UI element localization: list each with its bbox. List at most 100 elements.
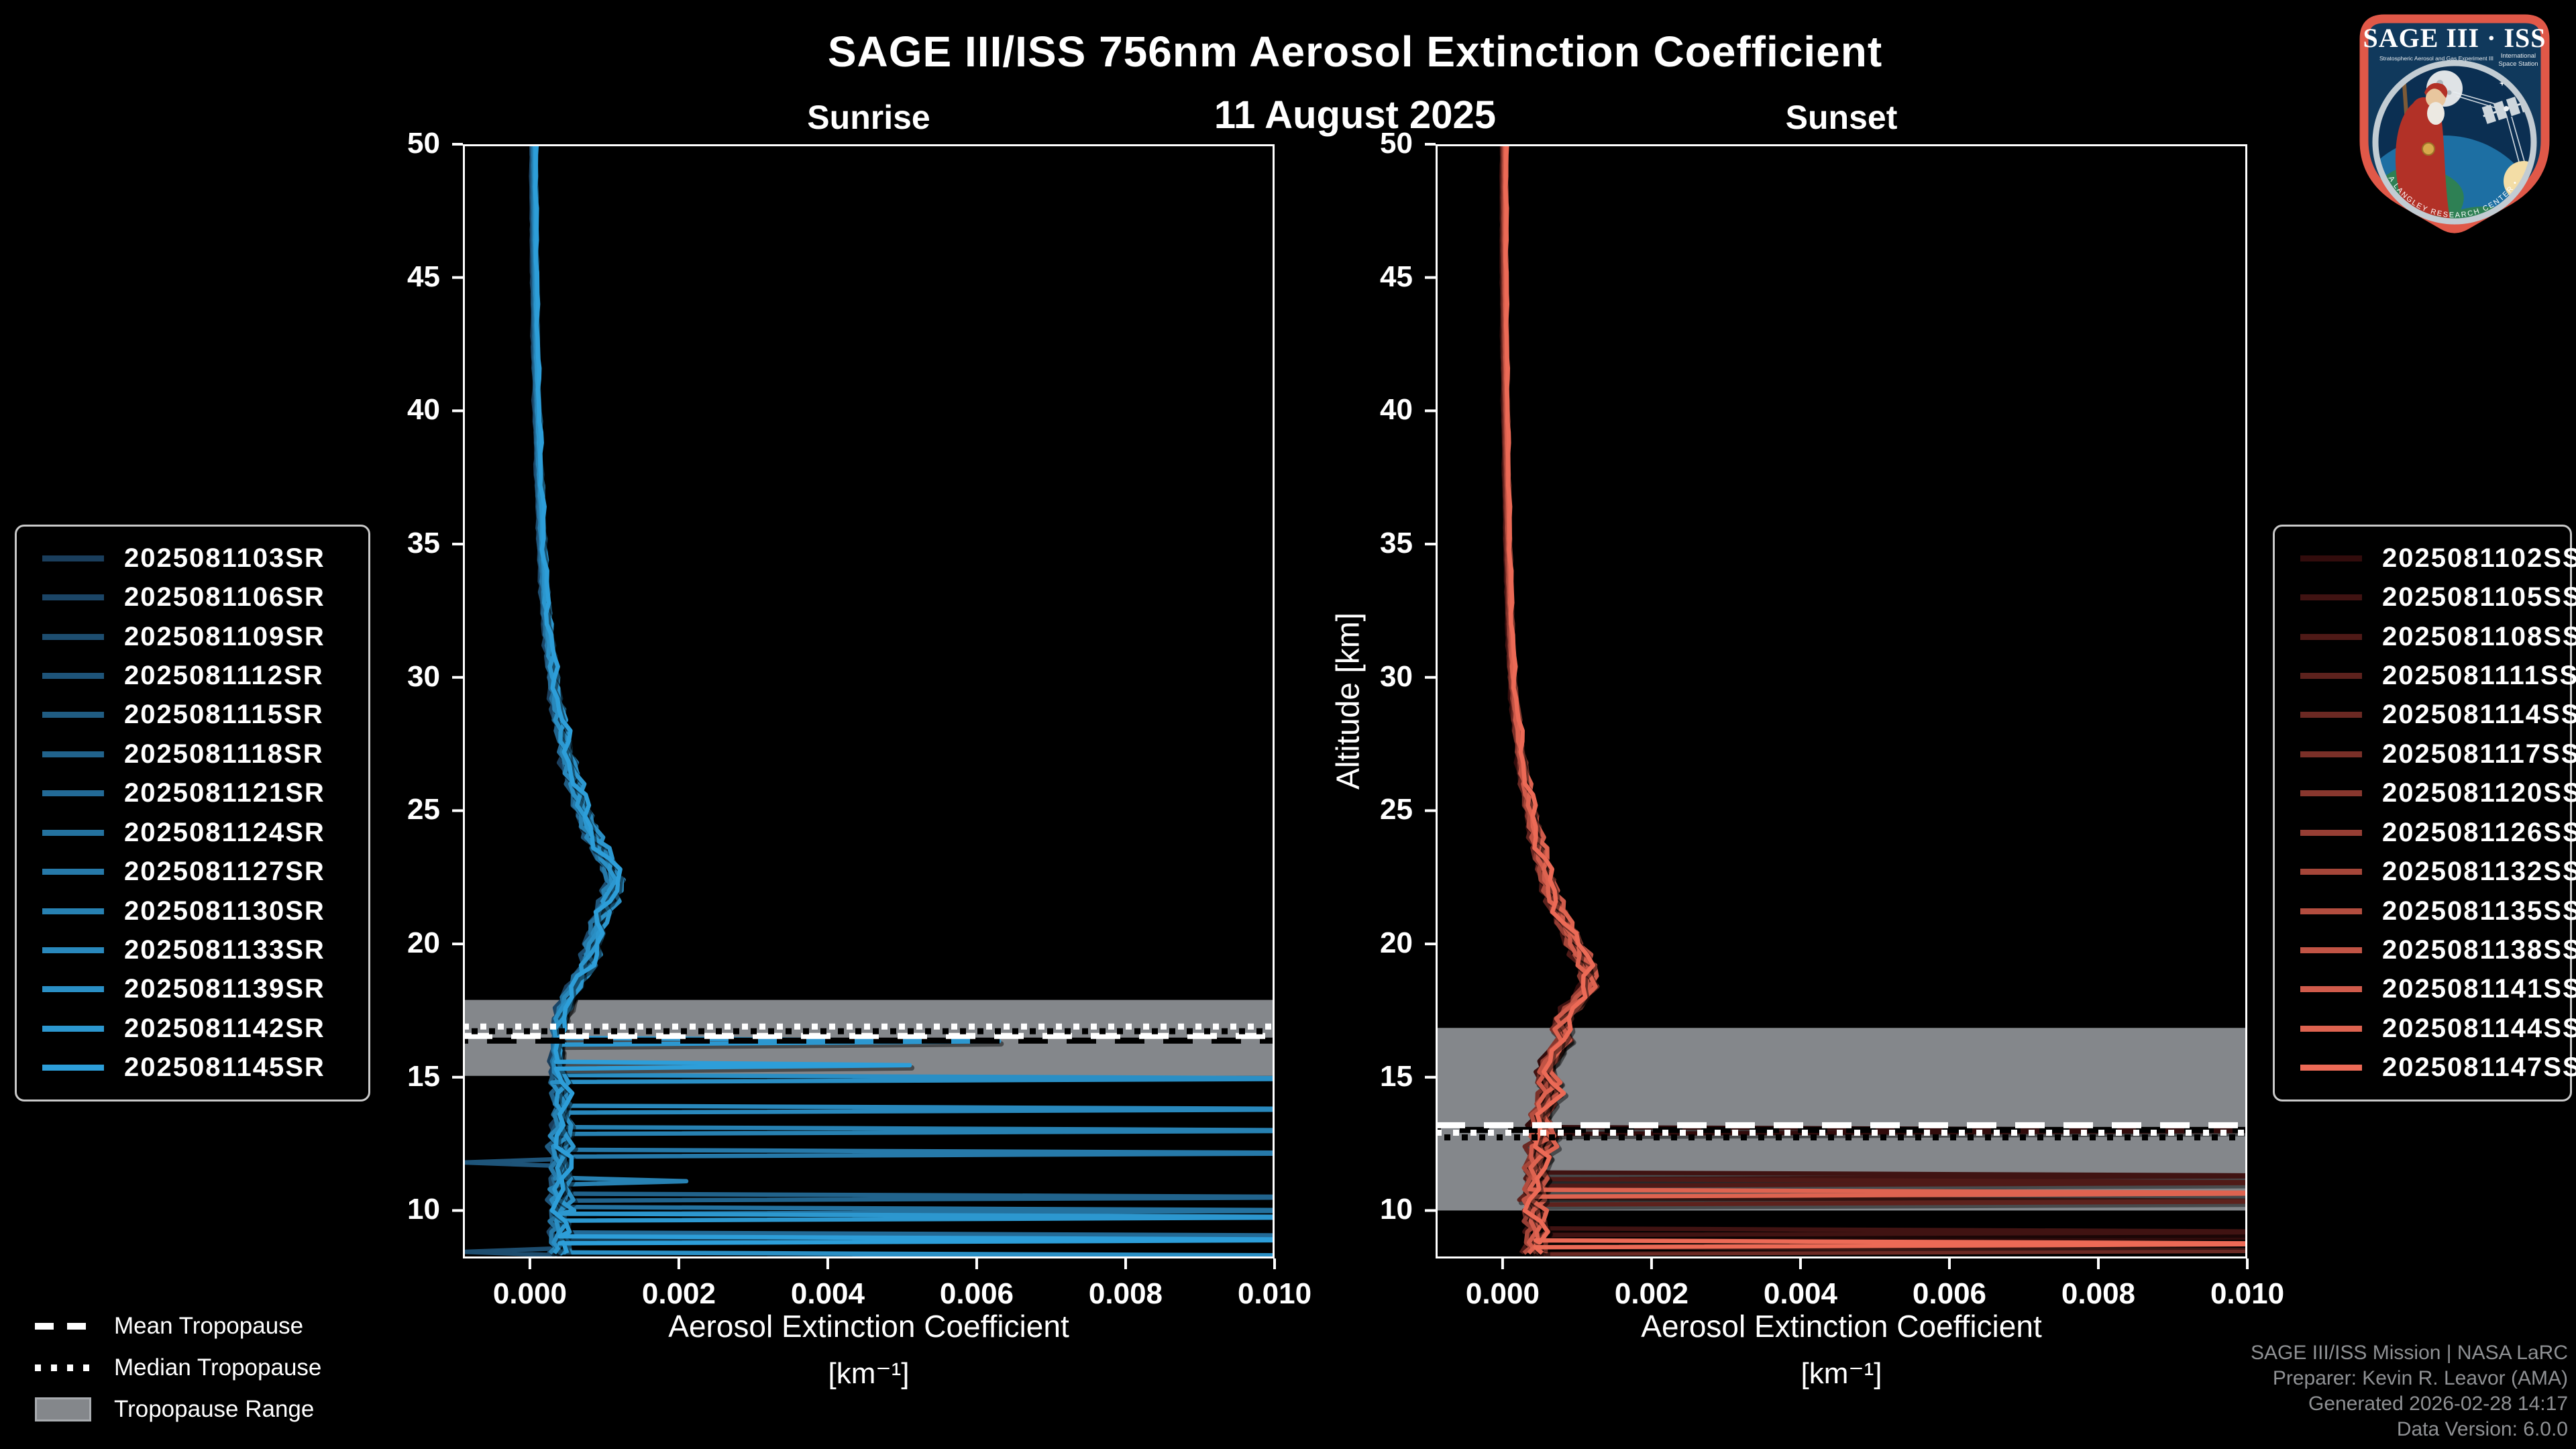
legend-event-label: 2025081139SR [124,974,325,1004]
y-tick-label: 10 [407,1193,440,1226]
legend-event-label: 2025081130SR [124,896,325,926]
y-tick-label: 20 [407,926,440,960]
profile-shadow-2025081103SR [530,146,627,1258]
legend-item: 2025081115SR [17,700,368,730]
legend-line-swatch [2300,790,2362,797]
legend-event-label: 2025081103SR [124,543,325,573]
legend-line-swatch [2300,947,2362,953]
mean-tropopause-swatch [35,1323,91,1330]
legend-item: 2025081109SR [17,622,368,652]
y-tick-label: 35 [1380,527,1413,560]
legend-line-swatch [2300,1025,2362,1032]
legend-line-swatch [42,1065,104,1071]
legend-event-label: 2025081108SS [2382,621,2576,651]
legend-event-label: 2025081147SS [2382,1053,2576,1083]
legend-line-swatch [2300,712,2362,718]
mean-tropopause-label: Mean Tropopause [114,1313,304,1339]
legend-line-swatch [42,712,104,718]
legend-line-swatch [2300,672,2362,679]
profile-shadow-2025081112SR [463,146,623,1257]
logo-title-text: SAGE III · ISS [2363,23,2546,53]
legend-item: 2025081118SR [17,739,368,769]
x-tick-label: 0.010 [2210,1277,2285,1310]
legend-line-swatch [42,555,104,561]
legend-event-label: 2025081144SS [2382,1013,2576,1043]
logo-subtitle-left: Stratospheric Aerosol and Gas Experiment… [2379,55,2493,62]
legend-item: 2025081142SR [17,1014,368,1044]
profile-shadow-2025081133SR [533,146,1275,1256]
profile-shadow-2025081130SR [533,146,1275,1258]
x-tick-label: 0.000 [1465,1277,1540,1310]
x-axis-unit-sunset: [km⁻¹] [1801,1357,1882,1390]
x-tick-label: 0.008 [1088,1277,1163,1310]
legend-item: 2025081145SR [17,1053,368,1083]
plot-area-sunrise [452,143,1276,1269]
y-tick-label: 25 [407,793,440,826]
profile-line-2025081147SS [1503,144,2247,1255]
x-tick-label: 0.008 [2061,1277,2136,1310]
legend-item: 2025081112SR [17,661,368,691]
legend-item: 2025081102SS [2275,543,2576,574]
profile-line-2025081139SR [533,144,1275,1258]
profile-line-2025081145SR [533,144,1275,1254]
profile-shadow-2025081145SR [535,146,1275,1257]
legend-event-label: 2025081145SR [124,1053,325,1083]
legend-event-label: 2025081120SS [2382,778,2576,808]
y-tick-label: 30 [1380,659,1413,693]
legend-event-label: 2025081105SS [2382,582,2576,612]
y-tick-label: 45 [407,260,440,293]
y-tick-label: 50 [407,127,440,160]
legend-item: 2025081133SR [17,935,368,965]
profile-shadow-2025081106SR [531,146,625,1258]
axes-spines-sunset [1436,144,2247,1258]
legend-line-swatch [2300,829,2362,836]
profile-shadow-2025081127SR [533,146,1275,1258]
legend-event-label: 2025081106SR [124,582,325,612]
legend-event-label: 2025081132SS [2382,857,2576,887]
legend-item: 2025081139SR [17,974,368,1004]
legend-event-label: 2025081111SS [2382,660,2576,690]
logo-subtitle-right-2: Space Station [2498,60,2538,68]
legend-line-swatch [42,751,104,757]
x-tick-label: 0.004 [790,1277,865,1310]
legend-item: 2025081120SS [2275,778,2576,808]
legend-item: 2025081124SR [17,818,368,848]
x-axis-label-sunset: Aerosol Extinction Coefficient [1641,1309,2042,1344]
legend-item: 2025081126SS [2275,818,2576,848]
legend-event-label: 2025081133SR [124,934,325,965]
legend-line-swatch [42,986,104,993]
legend-event-label: 2025081121SR [124,778,325,808]
legend-line-swatch [42,594,104,601]
legend-item: 2025081108SS [2275,622,2576,652]
legend-item: 2025081147SS [2275,1053,2576,1083]
y-tick-label: 15 [1380,1059,1413,1093]
legend-event-label: 2025081102SS [2382,543,2576,573]
y-tick-label: 15 [407,1059,440,1093]
legend-line-swatch [2300,908,2362,914]
median-tropopause-swatch [35,1364,91,1371]
x-tick-label: 0.000 [492,1277,567,1310]
tropopause-legend-row-range: Tropopause Range [16,1389,432,1430]
legend-item: 2025081117SS [2275,739,2576,769]
legend-line-swatch [42,869,104,875]
panel-title-sunrise: Sunrise [807,99,930,136]
legend-item: 2025081105SS [2275,582,2576,612]
footer-generated-line: Generated 2026-02-28 14:17 [2308,1393,2568,1415]
legend-line-swatch [2300,594,2362,601]
legend-event-label: 2025081142SR [124,1013,325,1043]
legend-line-swatch [2300,1065,2362,1071]
legend-item: 2025081138SS [2275,935,2576,965]
x-axis-unit-sunrise: [km⁻¹] [828,1357,910,1390]
legend-line-swatch [42,908,104,914]
legend-event-label: 2025081109SR [124,621,325,651]
y-tick-label: 20 [1380,926,1413,960]
legend-event-label: 2025081126SS [2382,817,2576,847]
y-tick-label: 40 [407,393,440,427]
legend-line-swatch [2300,751,2362,757]
profile-shadow-2025081115SR [531,146,621,1258]
legend-event-label: 2025081117SS [2382,739,2576,769]
profile-shadow-2025081118SR [531,146,1275,1257]
legend-item: 2025081130SR [17,896,368,926]
tropopause-range-label: Tropopause Range [114,1396,315,1422]
axes-spines-sunrise [463,144,1275,1258]
